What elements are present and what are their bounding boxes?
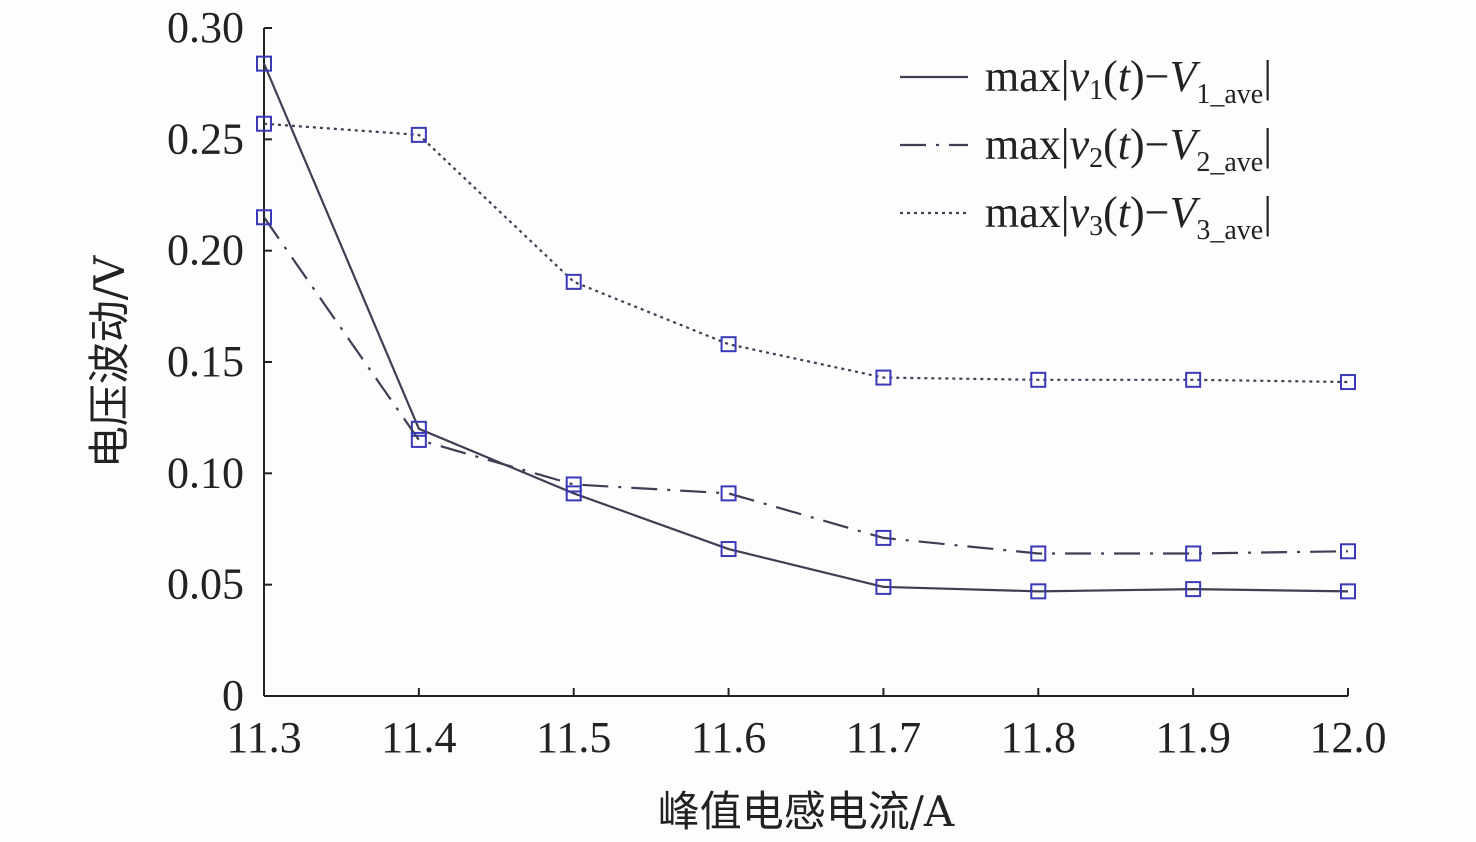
series-2-marker bbox=[875, 529, 892, 546]
series-1-marker bbox=[256, 55, 272, 72]
series-2-marker bbox=[410, 431, 427, 448]
y-tick-label: 0.20 bbox=[167, 226, 244, 275]
y-tick-label: 0.05 bbox=[167, 560, 244, 609]
x-tick-label: 11.5 bbox=[536, 713, 611, 762]
series-2-marker bbox=[256, 209, 272, 226]
series-2-marker bbox=[1185, 545, 1202, 562]
series-3-marker bbox=[1340, 374, 1356, 391]
x-tick-label: 11.4 bbox=[381, 713, 456, 762]
y-tick-label: 0.15 bbox=[167, 337, 244, 386]
series-1-marker bbox=[565, 485, 582, 502]
series-3-marker bbox=[720, 336, 737, 353]
series-1-line bbox=[262, 63, 1349, 593]
series-1-marker bbox=[720, 541, 737, 558]
series-2-marker bbox=[565, 476, 582, 493]
series-1-marker bbox=[875, 578, 892, 595]
series-3-marker bbox=[565, 273, 582, 290]
y-tick-label: 0.30 bbox=[167, 3, 244, 52]
series-3-marker bbox=[410, 126, 427, 143]
series-3-marker bbox=[256, 115, 272, 132]
x-tick-label: 11.7 bbox=[846, 713, 921, 762]
legend-label-3: max|v3(t)−V3_ave| bbox=[985, 188, 1272, 246]
series-1-marker bbox=[1340, 583, 1356, 600]
x-tick-label: 11.8 bbox=[1001, 713, 1076, 762]
series-2-line bbox=[263, 216, 1349, 555]
series-3-marker bbox=[875, 369, 892, 386]
series-2-marker bbox=[1340, 543, 1356, 560]
x-tick-label: 12.0 bbox=[1310, 713, 1387, 762]
legend-label-2: max|v2(t)−V2_ave| bbox=[985, 120, 1272, 178]
series-1-marker bbox=[1185, 581, 1202, 598]
y-tick-label: 0.25 bbox=[167, 114, 244, 163]
x-tick-label: 11.6 bbox=[691, 713, 766, 762]
x-tick-label: 11.3 bbox=[226, 713, 301, 762]
series-1-marker bbox=[1030, 583, 1047, 600]
legend-label-1: max|v1(t)−V1_ave| bbox=[985, 52, 1272, 110]
y-tick-label: 0 bbox=[222, 671, 244, 720]
series-2-marker bbox=[720, 485, 737, 502]
x-axis-label: 峰值电感电流/A bbox=[658, 787, 955, 836]
y-tick-label: 0.10 bbox=[167, 448, 244, 497]
y-axis-label: 电压波动/V bbox=[85, 255, 134, 468]
series-3-marker bbox=[1185, 371, 1202, 388]
series-3-line bbox=[263, 122, 1349, 384]
series-2-marker bbox=[1030, 545, 1047, 562]
x-tick-label: 11.9 bbox=[1155, 713, 1230, 762]
series-3-marker bbox=[1030, 371, 1047, 388]
